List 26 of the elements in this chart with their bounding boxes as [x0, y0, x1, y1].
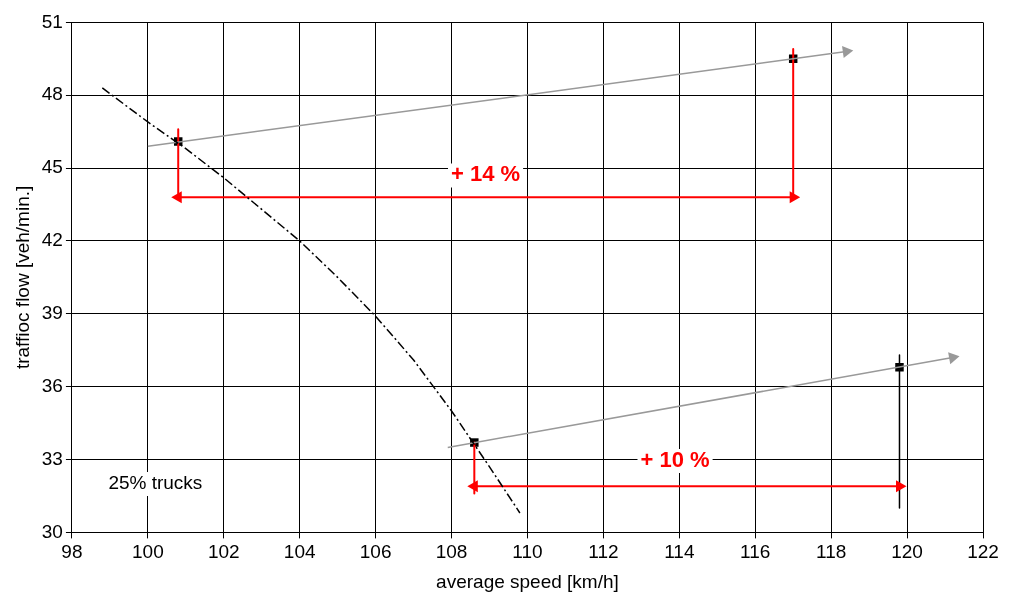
y-tick-label: 51	[41, 10, 63, 32]
x-tick-label: 108	[435, 541, 468, 563]
x-tick-label: 114	[664, 541, 695, 563]
y-tick-label: 39	[41, 302, 63, 324]
y-axis-title: traffioc flow [veh/min.]	[11, 185, 33, 370]
annotation: 25% trucks	[108, 472, 203, 494]
x-axis-title: average speed [km/h]	[436, 570, 619, 592]
y-tick-label: 33	[41, 447, 63, 469]
x-tick-label: 120	[891, 541, 923, 563]
x-tick-label: 118	[816, 541, 847, 563]
annotation: + 14 %	[451, 161, 521, 187]
y-tick-label: 30	[41, 520, 63, 542]
x-tick-label: 106	[359, 541, 392, 563]
x-tick-label: 100	[132, 541, 164, 563]
x-tick-label: 122	[967, 541, 999, 563]
y-tick-label: 45	[41, 156, 63, 178]
x-tick-label: 112	[588, 541, 619, 563]
x-tick-label: 110	[512, 541, 543, 563]
y-tick-label: 36	[41, 374, 63, 396]
y-tick-label: 48	[41, 83, 63, 105]
x-tick-label: 102	[207, 541, 240, 563]
x-tick-label: 116	[740, 541, 771, 563]
x-tick-label: 98	[61, 541, 83, 563]
annotation: + 10 %	[640, 447, 710, 473]
y-tick-label: 42	[41, 229, 63, 251]
x-tick-label: 104	[283, 541, 316, 563]
